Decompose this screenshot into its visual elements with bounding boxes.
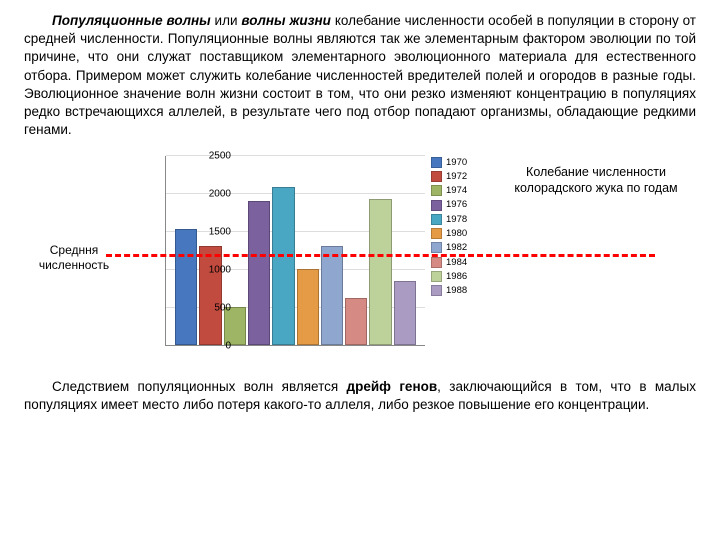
chart-title: Колебание численности колорадского жука …	[501, 164, 691, 197]
legend-label: 1980	[446, 227, 467, 240]
legend-swatch	[431, 214, 442, 225]
legend-swatch	[431, 228, 442, 239]
term-population-waves: Популяционные волны	[52, 13, 211, 28]
y-tick-label: 500	[197, 302, 231, 313]
legend-item-1970: 1970	[431, 156, 467, 169]
legend-item-1980: 1980	[431, 227, 467, 240]
legend-label: 1974	[446, 184, 467, 197]
legend-label: 1978	[446, 213, 467, 226]
y-tick-label: 2000	[197, 188, 231, 199]
term-gene-drift: дрейф генов	[347, 379, 438, 394]
legend-item-1984: 1984	[431, 256, 467, 269]
bars-group	[166, 156, 425, 345]
legend-label: 1984	[446, 256, 467, 269]
bar-1976	[248, 201, 270, 345]
document-page: Популяционные волны или волны жизни коле…	[0, 0, 720, 434]
bar-1980	[297, 269, 319, 345]
legend-swatch	[431, 157, 442, 168]
p2-pre: Следствием популяционных волн является	[52, 379, 347, 394]
bar-1982	[321, 246, 343, 344]
paragraph-2: Следствием популяционных волн является д…	[24, 378, 696, 414]
bar-1988	[394, 281, 416, 345]
bar-1970	[175, 229, 197, 345]
legend-item-1974: 1974	[431, 184, 467, 197]
legend-label: 1986	[446, 270, 467, 283]
y-tick-label: 2500	[197, 150, 231, 161]
bar-1972	[199, 246, 221, 344]
bar-1984	[345, 298, 367, 345]
legend-swatch	[431, 171, 442, 182]
legend-item-1976: 1976	[431, 198, 467, 211]
legend-label: 1982	[446, 241, 467, 254]
chart-region: Средння численность 1970197219741976 1978…	[24, 148, 696, 368]
legend-label: 1970	[446, 156, 467, 169]
p1-rest: колебание численности особей в популяции…	[24, 13, 696, 137]
legend-item-1982: 1982	[431, 241, 467, 254]
legend-label: 1972	[446, 170, 467, 183]
bar-1986	[369, 199, 391, 344]
legend-item-1972: 1972	[431, 170, 467, 183]
y-tick-label: 1500	[197, 226, 231, 237]
legend-swatch	[431, 242, 442, 253]
term-life-waves: волны жизни	[241, 13, 331, 28]
legend-swatch	[431, 285, 442, 296]
paragraph-1: Популяционные волны или волны жизни коле…	[24, 12, 696, 140]
legend-item-1986: 1986	[431, 270, 467, 283]
legend-label: 1976	[446, 198, 467, 211]
chart-legend: 1970197219741976 197819801982 198419861988	[431, 156, 467, 299]
bar-1978	[272, 187, 294, 344]
p1-mid: или	[211, 13, 242, 28]
legend-swatch	[431, 200, 442, 211]
bar-chart: 1970197219741976 197819801982 198419861988…	[125, 148, 495, 368]
legend-swatch	[431, 185, 442, 196]
mean-line	[106, 254, 655, 257]
y-tick-label: 0	[197, 340, 231, 351]
legend-item-1988: 1988	[431, 284, 467, 297]
legend-item-1978: 1978	[431, 213, 467, 226]
y-tick-label: 1000	[197, 264, 231, 275]
legend-label: 1988	[446, 284, 467, 297]
legend-swatch	[431, 271, 442, 282]
legend-swatch	[431, 257, 442, 268]
y-axis-annotation: Средння численность	[29, 243, 119, 272]
plot-area	[165, 156, 425, 346]
